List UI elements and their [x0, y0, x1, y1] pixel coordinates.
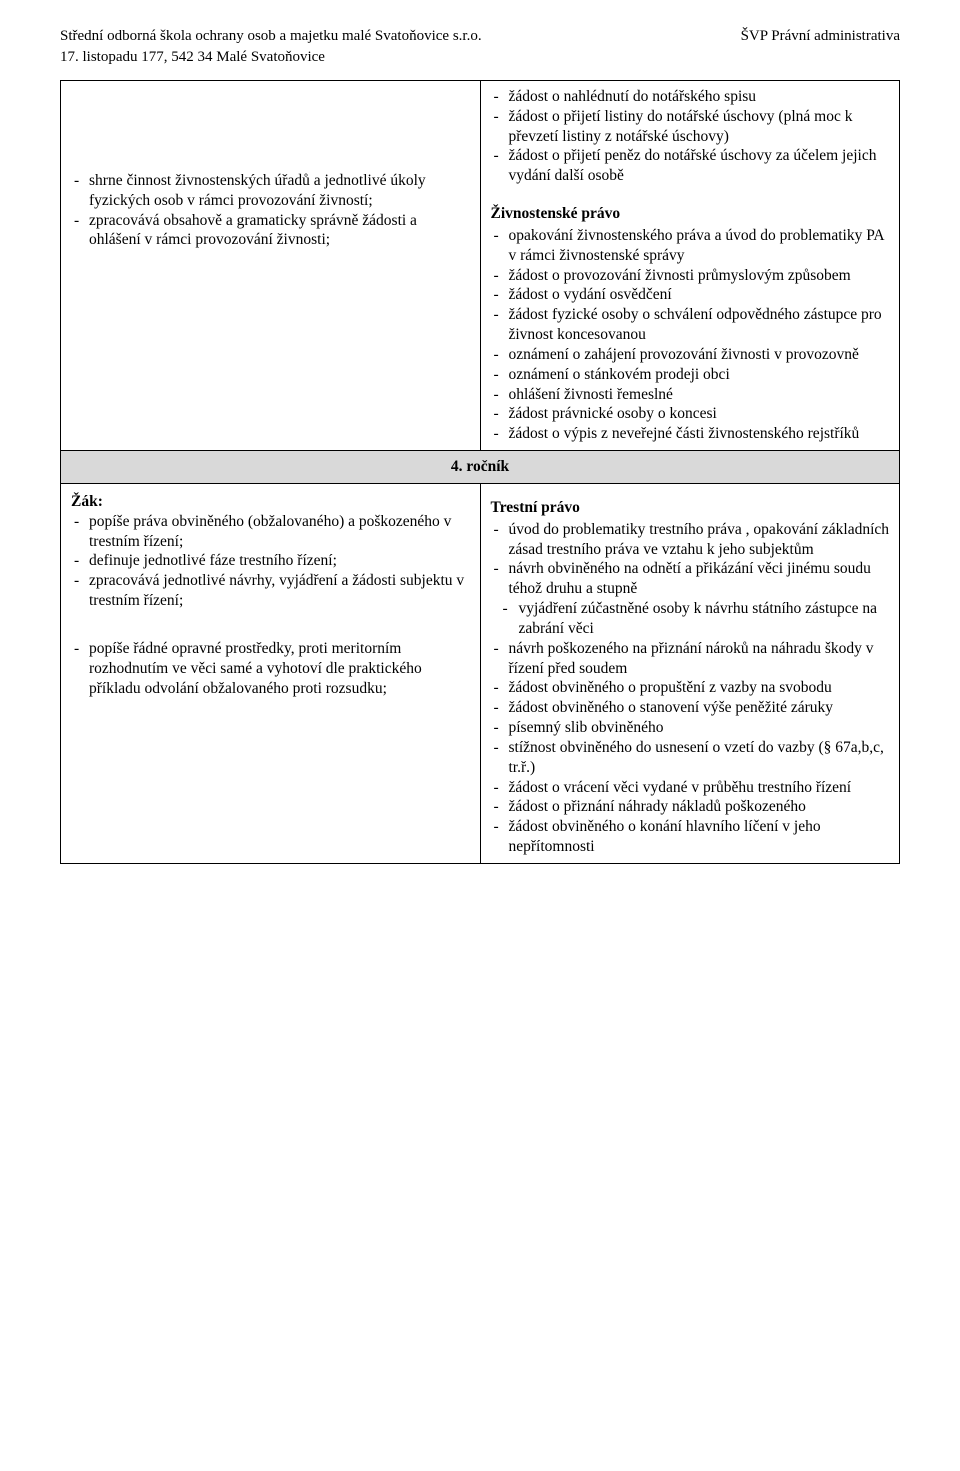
- list-item: návrh poškozeného na přiznání nároků na …: [491, 639, 890, 679]
- list-item: opakování živnostenského práva a úvod do…: [491, 226, 890, 266]
- list-item: popíše práva obviněného (obžalovaného) a…: [71, 512, 470, 552]
- header-address: 17. listopadu 177, 542 34 Malé Svatoňovi…: [60, 49, 900, 66]
- list-item: oznámení o zahájení provozování živnosti…: [491, 345, 890, 365]
- list-item: oznámení o stánkovém prodeji obci: [491, 365, 890, 385]
- list-item: žádost právnické osoby o koncesi: [491, 404, 890, 424]
- left2-list-b: popíše řádné opravné prostředky, proti m…: [71, 639, 470, 698]
- list-item: ohlášení živnosti řemeslné: [491, 385, 890, 405]
- right2-list: úvod do problematiky trestního práva , o…: [491, 520, 890, 857]
- list-item: návrh obviněného na odnětí a přikázání v…: [491, 559, 890, 599]
- content-table: shrne činnost živnostenských úřadů a jed…: [60, 80, 900, 864]
- right1-list: opakování živnostenského práva a úvod do…: [491, 226, 890, 444]
- list-item: zpracovává jednotlivé návrhy, vyjádření …: [71, 571, 470, 611]
- list-item: úvod do problematiky trestního práva , o…: [491, 520, 890, 560]
- list-item: žádost obviněného o konání hlavního líče…: [491, 817, 890, 857]
- list-item: vyjádření zúčastněné osoby k návrhu stát…: [491, 599, 890, 639]
- list-item: žádost o přiznání náhrady nákladů poškoz…: [491, 797, 890, 817]
- left1-list: shrne činnost živnostenských úřadů a jed…: [71, 171, 470, 250]
- list-item: žádost o přijetí listiny do notářské úsc…: [491, 107, 890, 147]
- section-title-trestni: Trestní právo: [491, 498, 890, 518]
- list-item: stížnost obviněného do usnesení o vzetí …: [491, 738, 890, 778]
- list-item: zpracovává obsahově a gramaticky správně…: [71, 211, 470, 251]
- list-item: žádost o nahlédnutí do notářského spisu: [491, 87, 890, 107]
- cell-left-1: shrne činnost živnostenských úřadů a jed…: [61, 81, 481, 451]
- left2-list-a: popíše práva obviněného (obžalovaného) a…: [71, 512, 470, 611]
- table-row: shrne činnost živnostenských úřadů a jed…: [61, 81, 900, 451]
- list-item: žádost o vrácení věci vydané v průběhu t…: [491, 778, 890, 798]
- list-item: definuje jednotlivé fáze trestního řízen…: [71, 551, 470, 571]
- list-item: žádost fyzické osoby o schválení odpověd…: [491, 305, 890, 345]
- cell-left-2: Žák: popíše práva obviněného (obžalované…: [61, 483, 481, 863]
- list-item: písemný slib obviněného: [491, 718, 890, 738]
- right1-intro-list: žádost o nahlédnutí do notářského spisuž…: [491, 87, 890, 186]
- header-school: Střední odborná škola ochrany osob a maj…: [60, 28, 482, 45]
- list-item: popíše řádné opravné prostředky, proti m…: [71, 639, 470, 698]
- list-item: žádost obviněného o propuštění z vazby n…: [491, 678, 890, 698]
- list-item: žádost o provozování živnosti průmyslový…: [491, 266, 890, 286]
- cell-right-1: žádost o nahlédnutí do notářského spisuž…: [480, 81, 900, 451]
- list-item: žádost o výpis z neveřejné části živnost…: [491, 424, 890, 444]
- divider-row: 4. ročník: [61, 451, 900, 484]
- header-program: ŠVP Právní administrativa: [741, 28, 900, 45]
- divider-cell: 4. ročník: [61, 451, 900, 484]
- list-item: žádost o vydání osvědčení: [491, 285, 890, 305]
- list-item: žádost obviněného o stanovení výše peněž…: [491, 698, 890, 718]
- list-item: shrne činnost živnostenských úřadů a jed…: [71, 171, 470, 211]
- list-item: žádost o přijetí peněz do notářské úscho…: [491, 146, 890, 186]
- zak-label: Žák:: [71, 493, 103, 510]
- section-title-zivno: Živnostenské právo: [491, 204, 890, 224]
- table-row: Žák: popíše práva obviněného (obžalované…: [61, 483, 900, 863]
- cell-right-2: Trestní právo úvod do problematiky trest…: [480, 483, 900, 863]
